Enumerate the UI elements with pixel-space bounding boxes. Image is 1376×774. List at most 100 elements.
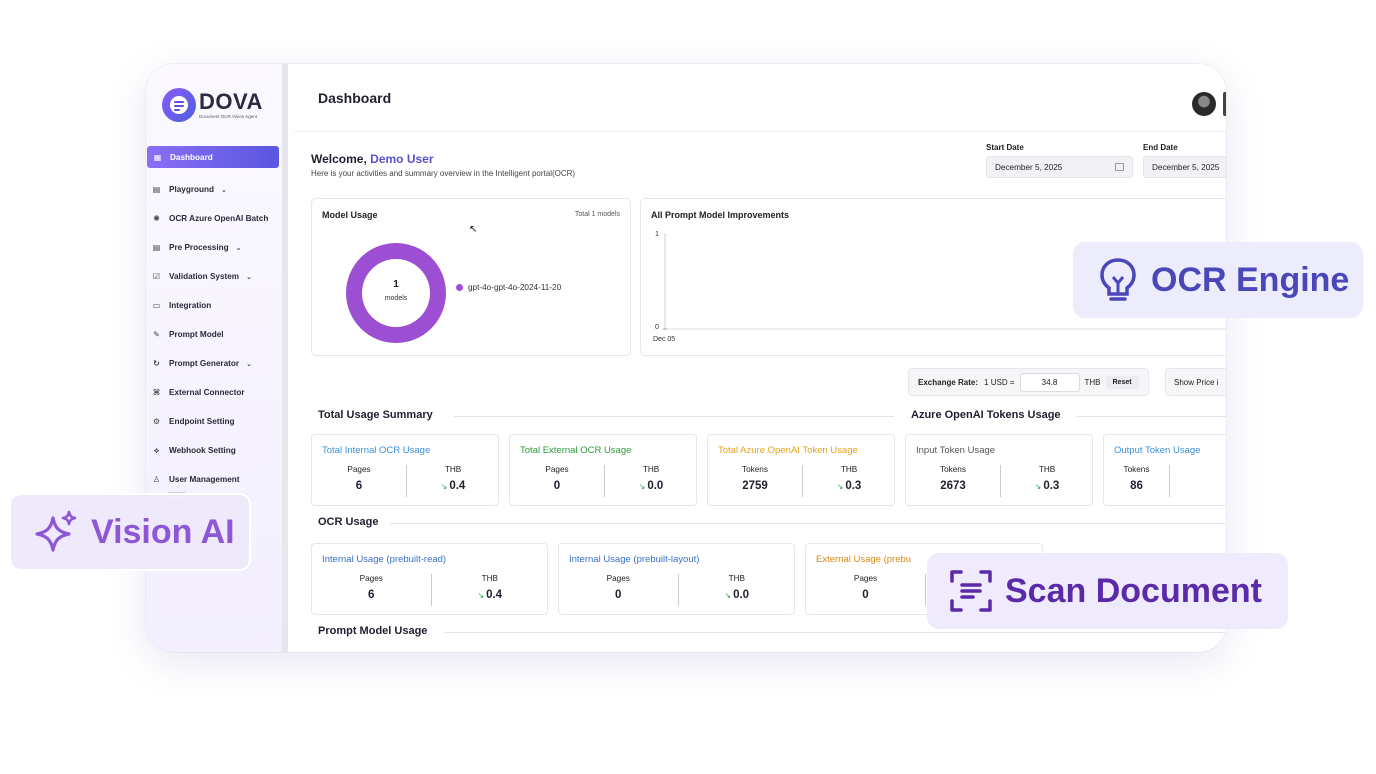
sidebar-item-endpoint-setting[interactable]: ⚙ Endpoint Setting [146,407,282,436]
start-date-input[interactable]: December 5, 2025 [986,156,1133,178]
summary-metric-primary: Pages 6 [314,465,404,492]
sidebar-item-validation-system[interactable]: ☑ Validation System ⌄ [146,262,282,291]
metric-key: Pages [347,465,371,474]
sidebar-item-prompt-model[interactable]: ✎ Prompt Model [146,320,282,349]
page-title: Dashboard [318,89,392,106]
sidebar-item-prompt-generator[interactable]: ↻ Prompt Generator ⌄ [146,349,282,378]
topbar: Dashboard [294,64,1226,132]
sparkle-icon [35,510,77,552]
sidebar-item-label: Endpoint Setting [169,417,235,426]
sidebar-item-label: Playground [169,185,215,194]
summary-card-title: Total External OCR Usage [520,445,632,456]
legend-swatch [456,284,463,291]
metric-key: THB [728,574,745,583]
show-price-toggle[interactable]: Show Price i [1165,368,1226,396]
section-divider [1076,416,1226,417]
metric-value: 0.3 [845,480,862,492]
chevron-down-icon: ⌄ [246,273,252,281]
sidebar-nav: ▦ Dashboard ▤ Playground ⌄ ✺ OCR Azure O… [146,146,282,494]
model-usage-donut[interactable] [346,243,446,343]
metric-divider [925,574,926,606]
ocr-card: Internal Usage (prebuilt-read) Pages 6 THB ↘… [311,543,548,615]
dova-logo-icon [162,88,196,122]
sidebar-item-label: Validation System [169,272,240,281]
metric-value: 0 [862,589,869,601]
metric-key: Pages [606,574,630,583]
sidebar-item-playground[interactable]: ▤ Playground ⌄ [146,175,282,204]
summary-metric-primary: Pages 0 [512,465,602,492]
user-menu-edge[interactable] [1223,92,1226,116]
connector-icon: ⌘ [152,388,161,397]
metric-divider [406,465,407,497]
improvements-title: All Prompt Model Improvements [651,210,790,220]
sidebar-item-label: External Connector [169,388,245,397]
sidebar-item-label: User Management [169,475,240,484]
summary-card-title: Input Token Usage [916,445,996,456]
model-usage-total: Total 1 models [574,211,620,218]
section-ocr-usage: OCR Usage [318,516,379,528]
ocr-engine-label: OCR Engine [1151,260,1350,299]
folder-icon: ▭ [152,301,161,310]
donut-legend-item[interactable]: gpt-4o-gpt-4o-2024-11-20 [456,283,561,292]
welcome-user: Demo User [370,152,434,166]
sidebar-item-user-management[interactable]: ♙ User Management [146,465,282,494]
ocr-card-title: External Usage (prebu [816,554,912,565]
main-content: Dashboard Welcome, Demo User Here is you… [294,64,1226,652]
summary-metric-cost: THB ↘ 0.4 [408,465,498,492]
calendar-icon[interactable] [1115,163,1124,171]
metric-value: 2673 [940,480,966,492]
sidebar-item-external-connector[interactable]: ⌘ External Connector [146,378,282,407]
welcome-greeting: Welcome, [311,152,367,166]
exchange-rate-currency: THB [1084,377,1101,387]
summary-card: Total Internal OCR Usage Pages 6 THB ↘ 0.4 [311,434,499,506]
legend-label: gpt-4o-gpt-4o-2024-11-20 [468,283,562,292]
metric-key: Tokens [940,465,966,474]
sidebar-item-pre-processing[interactable]: ▤ Pre Processing ⌄ [146,233,282,262]
trend-down-icon: ↘ [477,591,485,600]
sidebar-item-label: Prompt Model [169,330,224,339]
logo[interactable]: DOVA Document OCR Vision Agent [162,88,263,122]
openai-icon: ✺ [153,214,160,223]
end-date-label: End Date [1143,143,1178,152]
trend-down-icon: ↘ [836,482,844,491]
sidebar-item-ocr-azure-openai-batch[interactable]: ✺ OCR Azure OpenAI Batch [146,204,282,233]
y-tick-bottom: 0 [655,324,659,331]
logo-subtitle: Document OCR Vision Agent [199,114,257,119]
summary-card-title: Total Internal OCR Usage [322,445,431,456]
metric-divider [1169,465,1170,497]
metric-value: 0 [553,480,561,492]
improvements-chart [663,233,1226,330]
scan-document-label: Scan Document [1005,571,1262,610]
metric-divider [802,465,803,497]
reset-button[interactable]: Reset [1105,375,1139,389]
sidebar-item-label: Dashboard [170,152,213,162]
end-date-input[interactable]: December 5, 2025 [1143,156,1226,178]
metric-divider [677,574,679,606]
sidebar-item-webhook-setting[interactable]: ⟡ Webhook Setting [146,436,282,465]
summary-metric-cost: THB ↘ 0.3 [1002,465,1092,492]
metric-key: THB [481,574,498,583]
section-divider [390,523,1226,524]
summary-metric-primary: Tokens 86 [1092,465,1182,492]
sidebar-item-dashboard[interactable]: ▦ Dashboard [147,146,279,168]
metric-key: Pages [853,574,878,583]
summary-card-title: Total Azure OpenAI Token Usage [718,445,858,456]
section-azure-tokens: Azure OpenAI Tokens Usage [911,409,1061,421]
metric-key: Pages [545,465,569,474]
section-divider [454,416,894,417]
sidebar-item-integration[interactable]: ▭ Integration [146,291,282,320]
metric-key: Pages [359,574,383,583]
sidebar-item-label: OCR Azure OpenAI Batch [169,214,269,223]
metric-value: 0.3 [1043,480,1060,492]
welcome-subtitle: Here is your activities and summary over… [311,169,576,178]
sidebar-item-label: Prompt Generator [169,359,240,368]
document-icon: ▤ [152,243,161,252]
exchange-rate-input[interactable]: 34.8 [1019,372,1080,392]
ocr-metric-cost: THB ↘ 0.4 [445,574,535,601]
avatar[interactable] [1192,92,1216,116]
metric-value: 86 [1130,480,1143,492]
grid-icon: ▦ [153,152,162,162]
trend-down-icon: ↘ [1034,482,1042,491]
summary-metric-cost: THB ↘ 0.3 [804,465,894,492]
